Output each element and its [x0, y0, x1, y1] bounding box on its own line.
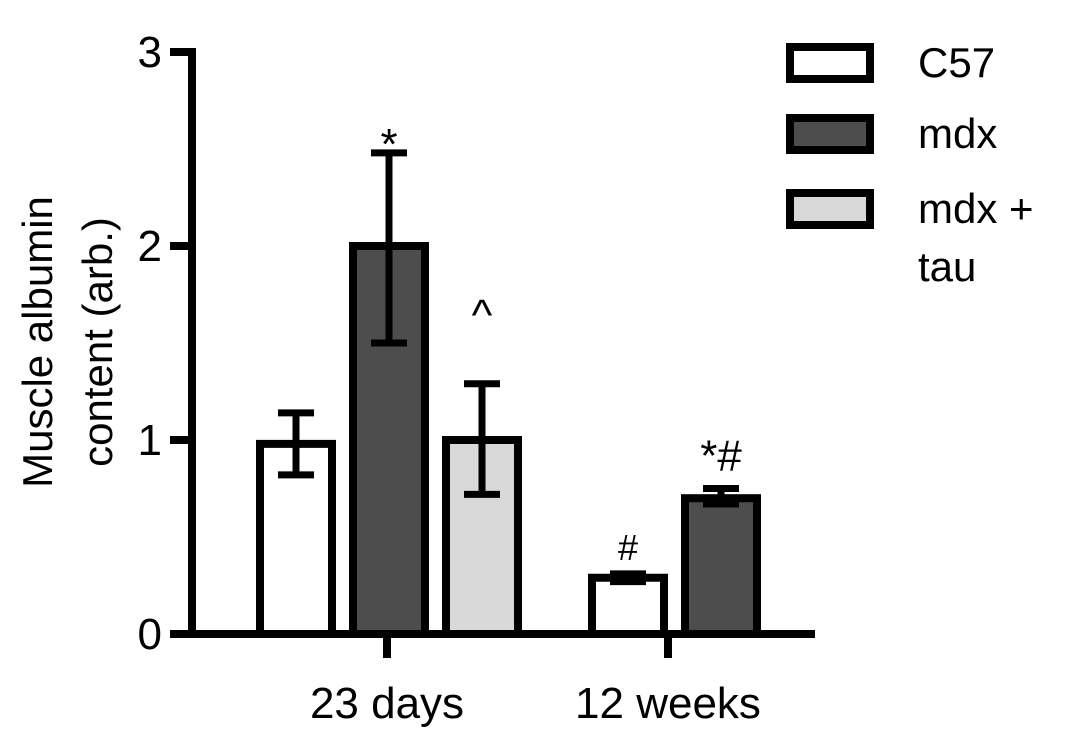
legend-swatch: [786, 189, 874, 229]
y-tick-label: 1: [138, 416, 162, 465]
x-category-label: 12 weeks: [575, 679, 761, 728]
bar: [681, 494, 761, 639]
legend: C57 mdx mdx + tau: [786, 39, 1034, 290]
legend-label: mdx: [918, 110, 997, 157]
significance-marker: #: [618, 527, 638, 568]
y-axis-label: Muscle albumin content (arb.): [14, 196, 121, 488]
x-category-label: 23 days: [310, 679, 464, 728]
y-tick-label: 0: [138, 610, 162, 659]
y-tick-label: 2: [138, 222, 162, 271]
significance-marker: ^: [472, 291, 493, 340]
y-axis-label-line-1: Muscle albumin: [14, 196, 61, 488]
legend-swatch: [786, 43, 874, 83]
legend-swatch: [786, 114, 874, 154]
legend-label: tau: [918, 243, 976, 290]
significance-marker: *#: [700, 432, 742, 481]
significance-marker: *: [380, 120, 397, 169]
legend-label: C57: [918, 39, 995, 86]
bar: [588, 573, 668, 638]
legend-label: mdx +: [918, 185, 1034, 232]
y-tick-label: 3: [138, 28, 162, 77]
y-axis-label-line-2: content (arb.): [74, 217, 121, 467]
bars: * ^ # *#: [256, 120, 761, 639]
